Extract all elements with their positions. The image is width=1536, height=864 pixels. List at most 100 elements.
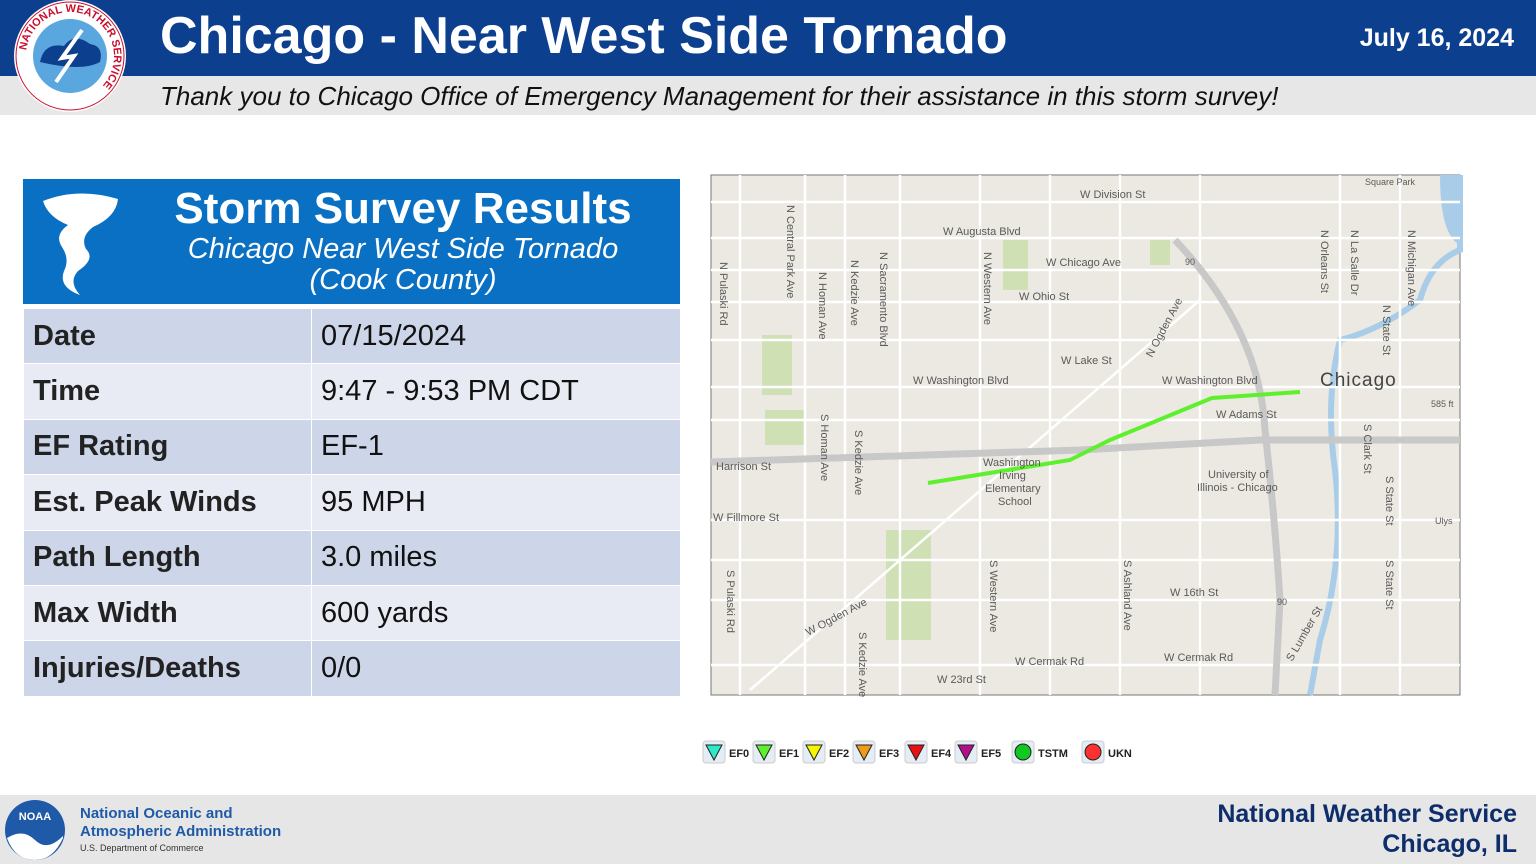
row-value: EF-1 [311,418,681,476]
map-label: N Ogden Ave [1144,296,1185,359]
subtitle: Thank you to Chicago Office of Emergency… [160,81,1279,111]
row-label: Time [23,363,312,420]
map-label: S Kedzie Ave [856,632,868,697]
map-label: W Cermak Rd [1164,652,1233,664]
table-row: Time 9:47 - 9:53 PM CDT [23,363,681,420]
map-label: Chicago [1320,370,1397,391]
agency-name: Atmospheric Administration [80,823,282,840]
row-label: Date [23,307,312,365]
map-label: N Kedzie Ave [848,260,860,326]
legend-label: EF1 [779,748,799,760]
map-label: W 23rd St [937,674,986,686]
map-label: N Homan Ave [816,272,828,340]
results-panel: Storm Survey Results Chicago Near West S… [23,179,680,304]
office-name: National Weather Service [1217,800,1517,828]
panel-subheading: (Cook County) [309,264,497,296]
map-label: N Michigan Ave [1405,230,1417,306]
title: Chicago - Near West Side Tornado [160,7,1008,65]
legend-item: EF5 [954,740,1001,764]
map-label: W Washington Blvd [913,375,1009,387]
map-label: W Augusta Blvd [943,226,1021,238]
row-value: 07/15/2024 [311,307,681,365]
panel-subheading: Chicago Near West Side Tornado [187,233,619,265]
map-label: W 16th St [1170,587,1218,599]
map-label: N State St [1380,305,1392,355]
map-label: Harrison St [716,461,771,473]
legend-label: UKN [1108,748,1132,760]
tornado-path [927,390,1301,485]
map-label: W Adams St [1216,409,1277,421]
nws-logo: NATIONAL WEATHER SERVICE [14,0,126,112]
office-location: Chicago, IL [1382,830,1517,858]
row-label: EF Rating [23,418,312,476]
row-label: Max Width [23,584,312,642]
tornado-icon [43,193,118,295]
map-label: University of [1208,469,1269,481]
legend-label: EF5 [981,748,1001,760]
header-bar [0,0,1536,76]
map-label: W Cermak Rd [1015,656,1084,668]
map-label: Square Park [1365,177,1416,187]
table-row: Path Length 3.0 miles [23,529,681,586]
panel-heading: Storm Survey Results [174,184,632,233]
table-row: Date 07/15/2024 [23,307,681,365]
map [710,174,1463,696]
map-label: W Washington Blvd [1162,375,1258,387]
row-value: 3.0 miles [311,529,681,586]
map-label: S Ashland Ave [1121,560,1133,631]
map-label: N La Salle Dr [1348,230,1360,296]
legend-item: UKN [1081,740,1132,764]
legend-label: EF0 [729,748,749,760]
map-label: N Central Park Ave [784,205,796,298]
legend-item: EF0 [702,740,749,764]
row-label: Path Length [23,529,312,586]
table-row: Est. Peak Winds 95 MPH [23,474,681,531]
legend-label: EF2 [829,748,849,760]
table-row: EF Rating EF-1 [23,418,681,476]
map-label: Illinois - Chicago [1197,482,1278,494]
map-label: School [998,496,1032,508]
row-label: Est. Peak Winds [23,474,312,531]
map-label: W Division St [1080,189,1145,201]
map-label: S Lumber St [1284,605,1325,664]
results-table: Date 07/15/2024 Time 9:47 - 9:53 PM CDT EF R… [23,307,681,697]
map-label: W Ogden Ave [804,596,869,638]
row-value: 95 MPH [311,474,681,531]
map-label: S Kedzie Ave [852,430,864,495]
map-label: W Lake St [1061,355,1112,367]
map-label: W Ohio St [1019,291,1069,303]
map-label: S Homan Ave [818,414,830,481]
legend-label: EF4 [931,748,952,760]
row-value: 0/0 [311,640,681,697]
map-label: N Pulaski Rd [717,262,729,326]
row-value: 9:47 - 9:53 PM CDT [311,363,681,420]
row-value: 600 yards [311,584,681,642]
date: July 16, 2024 [1359,24,1514,52]
legend-item: EF4 [904,740,952,764]
legend-item: EF2 [802,740,849,764]
subtitle-bar [0,76,1536,115]
map-label: Ulys [1435,516,1453,526]
map-label: S Western Ave [987,560,999,632]
map-label: S Pulaski Rd [724,570,736,633]
map-label: S Clark St [1361,424,1373,474]
map-label: Elementary [985,483,1041,495]
legend-label: TSTM [1038,748,1068,760]
map-label: 90 [1185,257,1195,267]
map-label: 585 ft [1431,399,1454,409]
noaa-logo: NOAA [5,800,65,860]
map-label: N Western Ave [981,252,993,325]
legend-item: EF3 [852,740,899,764]
row-label: Injuries/Deaths [23,640,312,697]
legend-item: TSTM [1011,740,1068,764]
map-label: N Sacramento Blvd [877,252,889,347]
map-label: S State St [1383,476,1395,526]
table-row: Injuries/Deaths 0/0 [23,640,681,697]
department: U.S. Department of Commerce [80,843,204,853]
legend-label: EF3 [879,748,899,760]
legend-item: EF1 [752,740,799,764]
map-label: 90 [1277,597,1287,607]
noaa-logo-text: NOAA [19,811,51,823]
map-label: N Orleans St [1318,230,1330,293]
table-row: Max Width 600 yards [23,584,681,642]
